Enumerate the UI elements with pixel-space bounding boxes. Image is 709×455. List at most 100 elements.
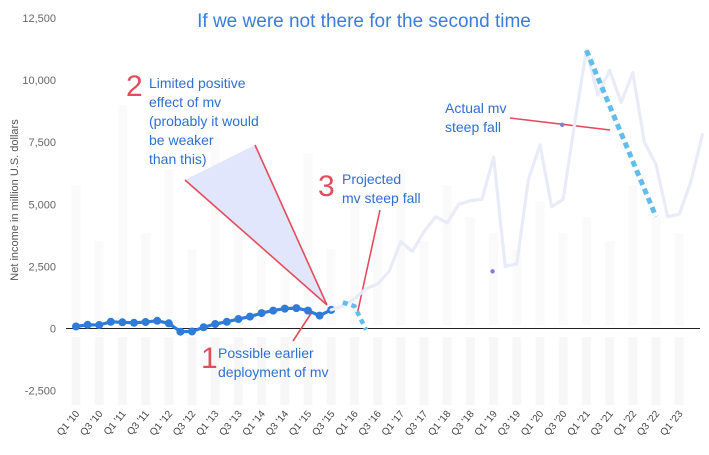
x-tick-label: Q1 '22 [612, 409, 639, 439]
background-stripe [605, 337, 615, 405]
annotation-text: effect of mv [149, 94, 221, 110]
annotation-text: Projected [342, 171, 401, 187]
background-stripe [187, 337, 197, 405]
background-stripe [117, 105, 127, 325]
background-stripe [326, 337, 336, 405]
data-point [188, 327, 196, 336]
x-tick-label: Q3 '22 [635, 409, 662, 439]
y-tick-label: 5,000 [28, 199, 56, 211]
background-stripe [373, 337, 383, 405]
background-stripe [187, 249, 197, 325]
data-point [490, 269, 495, 274]
background-stripe [512, 337, 522, 405]
x-tick-label: Q3 '18 [450, 409, 477, 439]
background-stripe [442, 185, 452, 325]
background-stripe [164, 169, 174, 325]
x-tick-label: Q1 '17 [380, 409, 407, 439]
x-tick-label: Q1 '14 [241, 409, 268, 439]
background-stripe [210, 137, 220, 325]
background-stripe [419, 241, 429, 325]
annotation-number: 3 [318, 170, 335, 203]
x-tick-label: Q1 '19 [473, 409, 500, 439]
data-point [130, 318, 138, 327]
background-stripe [71, 337, 81, 405]
x-tick-label: Q1 '23 [658, 409, 685, 439]
y-tick-label: 10,000 [22, 75, 56, 87]
background-stripe [164, 337, 174, 405]
background-stripe [349, 201, 359, 325]
annotation-text: be weaker [149, 132, 214, 148]
background-stripe [257, 337, 267, 405]
background-stripe [141, 233, 151, 325]
background-stripe [558, 233, 568, 325]
data-point [199, 323, 208, 332]
background-stripe [280, 337, 290, 405]
y-tick-label: -2,500 [25, 386, 56, 398]
x-tick-label: Q3 '17 [403, 409, 430, 439]
background-stripe [349, 337, 359, 405]
x-tick-label: Q3 '11 [125, 409, 152, 438]
background-stripe [233, 217, 243, 325]
background-stripe [373, 233, 383, 325]
data-point [83, 320, 92, 329]
data-point [560, 122, 565, 128]
annotation-pointer-line [356, 209, 381, 316]
data-point [141, 318, 150, 327]
annotation-pointer-line [254, 144, 328, 306]
data-point [211, 320, 220, 329]
x-tick-label: Q3 '10 [78, 409, 105, 439]
background-stripe [303, 337, 313, 405]
background-stripe [558, 337, 568, 405]
background-stripe [233, 337, 243, 405]
data-point [72, 322, 80, 331]
data-point [153, 316, 162, 325]
annotation-pointers [184, 117, 611, 342]
x-tick-label: Q1 '11 [102, 409, 129, 438]
x-tick-label: Q1 '12 [148, 409, 175, 439]
x-tick-label: Q1 '20 [519, 409, 546, 439]
background-stripe [651, 337, 661, 405]
data-point [95, 321, 104, 330]
data-point [118, 318, 127, 327]
data-point [176, 327, 185, 336]
background-stripe [628, 337, 638, 405]
y-tick-label: 12,500 [22, 13, 56, 25]
limited-effect-highlight [185, 145, 327, 305]
data-point [222, 317, 231, 326]
background-stripe [396, 169, 406, 325]
data-point [106, 317, 115, 326]
background-stripe [257, 185, 267, 325]
x-tick-label: Q3 '16 [357, 409, 384, 439]
chart-title: If we were not there for the second time [197, 11, 531, 32]
x-tick-label: Q1 '15 [287, 409, 314, 439]
data-point [280, 304, 289, 313]
background-stripe [674, 233, 684, 325]
background-stripe [117, 337, 127, 405]
y-tick-label: 2,500 [28, 261, 56, 273]
background-stripe [442, 337, 452, 405]
data-point [292, 304, 301, 313]
data-point [269, 306, 278, 315]
background-stripe [581, 217, 591, 325]
annotation-text: mv steep fall [342, 190, 421, 206]
x-tick-label: Q3 '14 [264, 409, 291, 439]
background-stripe [489, 233, 499, 325]
annotation-number: 1 [201, 342, 218, 375]
background-stripe [674, 337, 684, 405]
annotation-text: steep fall [445, 119, 501, 135]
background-stripe [465, 337, 475, 405]
series-line-dotted-fall [584, 49, 659, 218]
background-stripe [535, 201, 545, 325]
background-stripe [651, 217, 661, 325]
x-tick-label: Q3 '19 [496, 409, 523, 439]
y-axis-label: Net income in million U.S. dollars [9, 119, 21, 281]
data-point [164, 319, 173, 328]
background-stripe [210, 337, 220, 405]
x-tick-label: Q3 '15 [310, 409, 337, 439]
background-stripe [512, 249, 522, 325]
x-tick-label: Q3 '13 [218, 409, 245, 439]
data-point [246, 312, 254, 321]
